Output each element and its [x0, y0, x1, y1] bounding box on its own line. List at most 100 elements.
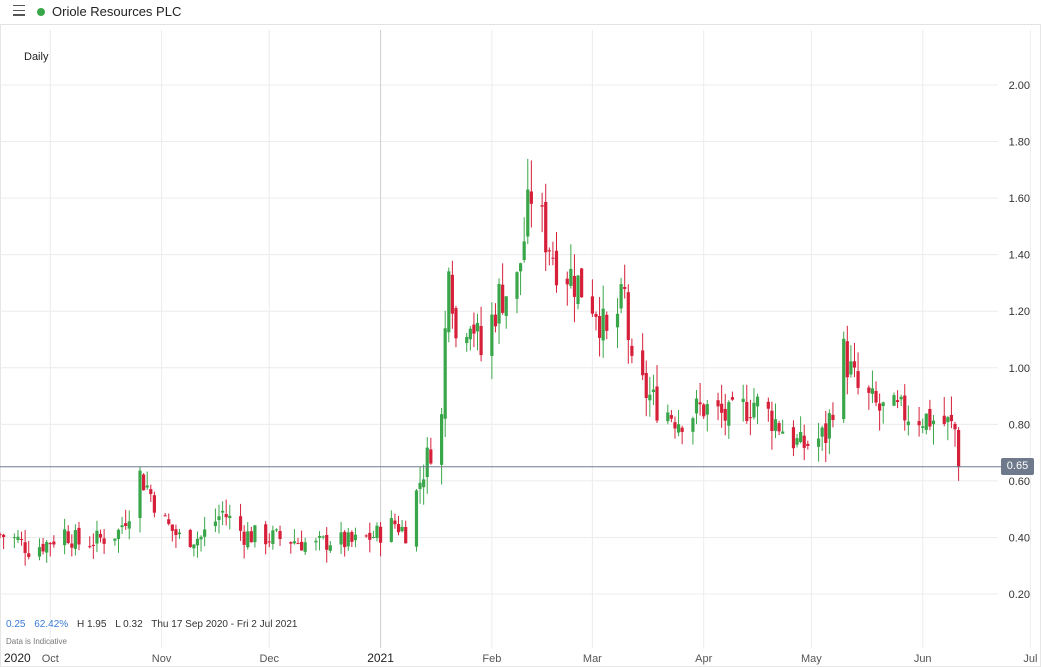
- candle-down: [493, 314, 498, 327]
- hamburger-menu-icon[interactable]: [13, 5, 25, 17]
- x-tick-label: 2020: [4, 651, 31, 665]
- x-tick-label: Mar: [583, 653, 602, 665]
- candle-up: [842, 338, 846, 420]
- candle-up: [16, 536, 20, 540]
- candle-up: [468, 328, 472, 340]
- candle-down: [70, 543, 74, 548]
- y-tick-label: 1.80: [1009, 137, 1030, 149]
- candle-up: [651, 389, 656, 393]
- candle-up: [799, 431, 803, 443]
- candle-down: [551, 257, 555, 259]
- top-bar: Oriole Resources PLC: [0, 0, 1041, 25]
- y-tick-label: 0.60: [1009, 476, 1030, 488]
- candle-up: [213, 521, 218, 527]
- candle-down: [702, 404, 706, 417]
- candle-up: [63, 529, 67, 546]
- candle-down: [242, 531, 246, 545]
- candle-down: [249, 531, 253, 543]
- candle-down: [48, 543, 52, 545]
- chart-interval-label[interactable]: Daily: [24, 51, 49, 63]
- candle-up: [45, 542, 49, 553]
- candle-up: [526, 189, 530, 237]
- candle-up: [217, 516, 221, 520]
- candle-up: [899, 396, 903, 400]
- candle-down: [698, 402, 702, 405]
- candle-up: [648, 394, 652, 401]
- candle-down: [949, 414, 954, 422]
- candle-down: [874, 390, 878, 403]
- candle-down: [547, 250, 551, 252]
- candle-down: [88, 546, 92, 548]
- candle-up: [303, 542, 307, 552]
- candle-down: [957, 429, 961, 467]
- candle-up: [195, 538, 200, 546]
- low-value: L 0.32: [115, 619, 143, 630]
- candle-down: [364, 535, 368, 537]
- candle-down: [903, 395, 907, 421]
- high-value: H 1.95: [76, 619, 107, 630]
- candle-down: [580, 268, 584, 298]
- candle-down: [856, 371, 860, 388]
- candle-up: [127, 521, 131, 529]
- chart-info-bar: 0.25 62.42% H 1.95 L 0.32 Thu 17 Sep 202…: [6, 619, 303, 630]
- candle-up: [389, 518, 393, 542]
- candle-up: [906, 421, 910, 426]
- candle-up: [924, 413, 928, 430]
- candle-down: [66, 531, 70, 543]
- candle-up: [773, 419, 778, 431]
- candle-down: [501, 284, 505, 313]
- candle-down: [289, 542, 293, 544]
- candle-up: [601, 308, 605, 341]
- x-tick-label: May: [801, 653, 822, 665]
- candle-down: [152, 495, 156, 513]
- candle-up: [375, 525, 379, 539]
- candle-up: [73, 530, 77, 549]
- candle-down: [325, 534, 329, 550]
- candle-down: [343, 531, 347, 548]
- candle-up: [755, 396, 760, 407]
- candle-up: [120, 525, 124, 528]
- candle-up: [292, 541, 297, 544]
- candle-up: [518, 263, 523, 272]
- candle-down: [942, 415, 946, 424]
- candle-up: [271, 530, 275, 545]
- candle-up: [666, 412, 670, 422]
- candle-down: [626, 292, 630, 341]
- candle-down: [594, 314, 598, 317]
- candle-up: [425, 447, 429, 478]
- candle-down: [98, 533, 103, 538]
- candle-down: [716, 400, 720, 407]
- candle-up: [475, 322, 480, 332]
- y-tick-label: 0.40: [1009, 532, 1030, 544]
- candle-down: [278, 531, 282, 539]
- candle-down: [745, 401, 749, 421]
- candle-up: [321, 536, 325, 538]
- candle-down: [791, 427, 796, 449]
- candle-up: [946, 417, 950, 423]
- data-disclaimer: Data is Indicative: [6, 637, 67, 646]
- candle-down: [396, 524, 401, 533]
- candle-down: [296, 543, 300, 545]
- candle-down: [378, 526, 383, 543]
- instrument-title: Oriole Resources PLC: [52, 4, 182, 19]
- candle-up: [921, 426, 925, 428]
- candle-up: [752, 402, 756, 418]
- candle-up: [816, 438, 821, 447]
- candle-down: [149, 489, 153, 495]
- x-tick-label: Apr: [695, 653, 712, 665]
- y-tick-label: 1.00: [1009, 363, 1030, 375]
- candle-down: [777, 423, 781, 432]
- candle-up: [522, 241, 526, 261]
- candle-up: [422, 479, 426, 488]
- change-value: 0.25: [6, 619, 26, 630]
- candle-up: [569, 268, 573, 286]
- candle-down: [19, 539, 24, 541]
- candle-down: [170, 524, 174, 531]
- candle-down: [655, 386, 659, 421]
- candle-up: [317, 536, 322, 538]
- candle-up: [177, 532, 182, 535]
- candle-up: [870, 388, 875, 394]
- candle-down: [404, 527, 408, 544]
- candle-down: [917, 421, 921, 426]
